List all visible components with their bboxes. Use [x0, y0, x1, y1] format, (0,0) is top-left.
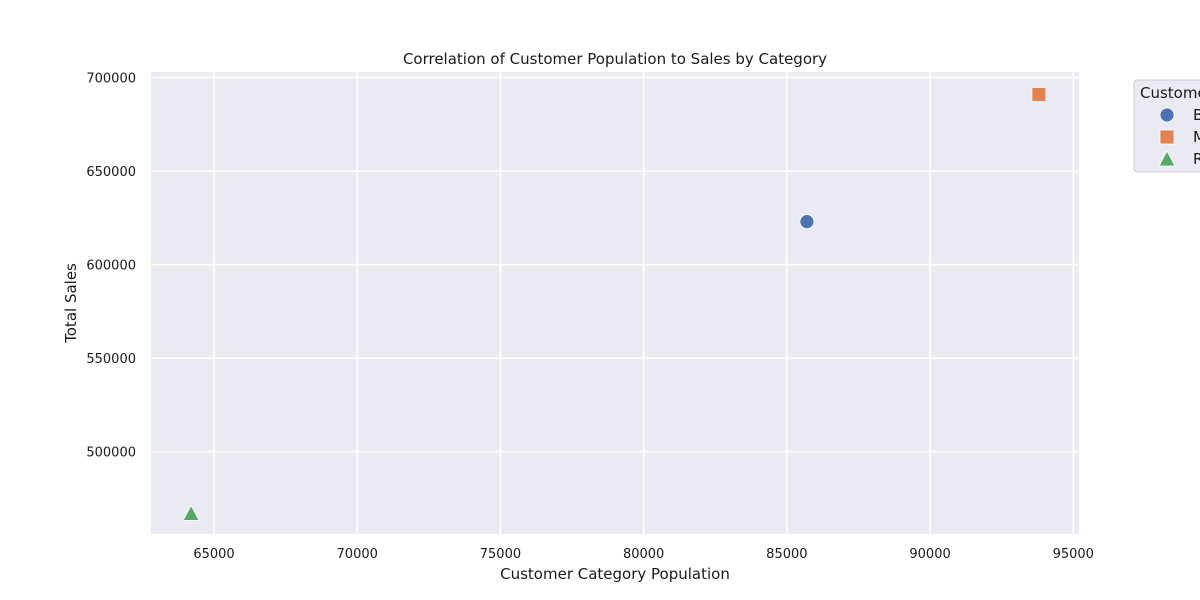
- x-tick-label: 90000: [909, 547, 950, 562]
- data-point-square: [1031, 87, 1047, 102]
- data-point-circle: [799, 214, 815, 230]
- y-axis-ticks: 500000 550000 600000 650000 700000: [86, 72, 136, 461]
- y-tick-label: 650000: [86, 165, 136, 180]
- y-tick-label: 700000: [86, 72, 136, 87]
- x-tick-label: 70000: [337, 547, 378, 562]
- legend-title: Custome: [1140, 84, 1200, 102]
- data-points: [182, 87, 1047, 521]
- y-tick-label: 600000: [86, 259, 136, 274]
- x-axis-ticks: 65000 70000 75000 80000 85000 90000 95000: [193, 547, 1094, 562]
- chart-title: Correlation of Customer Population to Sa…: [403, 50, 827, 68]
- plot-area: [151, 72, 1079, 534]
- legend-marker-circle: [1159, 107, 1175, 123]
- data-point-triangle: [182, 504, 200, 521]
- legend-marker-square: [1159, 129, 1175, 145]
- legend: Custome BMR: [1133, 79, 1200, 173]
- legend-label: R: [1193, 150, 1200, 168]
- legend-box: [1133, 79, 1200, 173]
- legend-label: B: [1193, 106, 1200, 124]
- x-tick-label: 80000: [623, 547, 664, 562]
- legend-label: M: [1193, 128, 1200, 146]
- legend-marker-triangle: [1158, 150, 1176, 167]
- y-axis-label: Total Sales: [62, 263, 80, 344]
- legend-items: BMR: [1158, 106, 1200, 168]
- x-tick-label: 75000: [480, 547, 521, 562]
- x-tick-label: 85000: [766, 547, 807, 562]
- y-tick-label: 550000: [86, 352, 136, 367]
- grid: [151, 72, 1079, 534]
- x-axis-label: Customer Category Population: [500, 565, 730, 583]
- x-tick-label: 65000: [193, 547, 234, 562]
- y-tick-label: 500000: [86, 446, 136, 461]
- x-tick-label: 95000: [1053, 547, 1094, 562]
